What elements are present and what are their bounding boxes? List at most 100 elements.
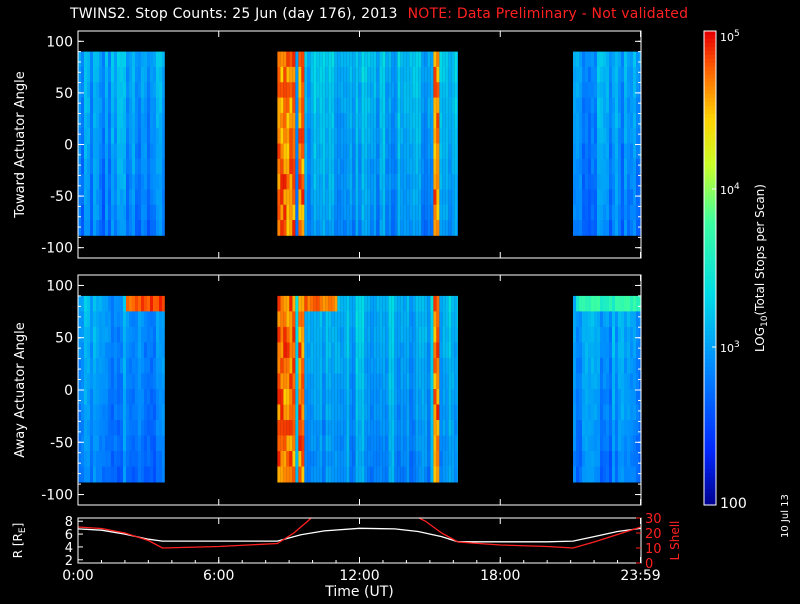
toward-cell	[400, 82, 404, 98]
toward-cell	[105, 66, 108, 83]
toward-cell	[129, 220, 132, 236]
toward-cell	[328, 204, 332, 221]
toward-cell	[87, 189, 90, 206]
toward-cell	[153, 189, 156, 206]
toward-cell	[630, 174, 633, 190]
toward-cell	[457, 220, 458, 236]
away-cell	[96, 342, 99, 359]
toward-cell	[612, 143, 615, 160]
away-cell	[147, 435, 150, 452]
away-cell	[99, 295, 102, 312]
toward-cell	[358, 97, 362, 114]
away-cell	[105, 373, 108, 390]
colorbar-step	[704, 402, 716, 407]
toward-cell	[370, 220, 374, 236]
toward-cell	[277, 158, 281, 175]
away-cell	[451, 311, 455, 328]
away-cell	[609, 404, 612, 421]
toward-cell	[117, 189, 120, 206]
toward-cell	[114, 128, 117, 144]
away-cell	[409, 466, 413, 483]
away-cell	[156, 451, 159, 467]
colorbar-step	[704, 177, 716, 182]
toward-cell	[81, 128, 84, 144]
toward-cell	[331, 220, 335, 236]
away-cell	[337, 311, 341, 328]
away-cell	[436, 435, 440, 452]
toward-cell	[412, 204, 416, 221]
away-cell	[277, 342, 281, 359]
toward-cell	[313, 204, 317, 221]
away-cell	[630, 295, 633, 312]
toward-cell	[394, 112, 398, 129]
toward-cell	[93, 112, 96, 129]
toward-cell	[292, 97, 296, 114]
toward-cell	[361, 66, 365, 83]
toward-cell	[78, 174, 81, 190]
away-cell	[135, 435, 138, 452]
toward-cell	[639, 189, 641, 206]
away-cell	[612, 451, 615, 467]
away-cell	[150, 357, 153, 374]
away-cell	[325, 466, 329, 483]
colorbar-step	[704, 62, 716, 68]
away-cell	[397, 295, 401, 312]
away-cell	[93, 435, 96, 452]
away-cell	[99, 420, 102, 436]
toward-cell	[612, 158, 615, 175]
toward-cell	[129, 82, 132, 98]
colorbar-step	[704, 50, 716, 56]
toward-cell	[340, 82, 344, 98]
away-cell	[606, 357, 609, 374]
toward-cell	[606, 112, 609, 129]
away-cell	[364, 466, 368, 483]
toward-cell	[576, 158, 579, 175]
away-cell	[78, 311, 81, 328]
away-cell	[325, 373, 329, 390]
away-cell	[96, 435, 99, 452]
away-cell	[609, 451, 612, 467]
away-cell	[289, 420, 293, 436]
away-cell	[579, 451, 582, 467]
toward-cell	[373, 189, 377, 206]
colorbar-step	[704, 445, 716, 451]
away-cell	[624, 420, 627, 436]
toward-cell	[111, 220, 114, 236]
toward-cell	[84, 189, 87, 206]
away-cell	[448, 466, 452, 483]
away-cell	[391, 342, 395, 359]
toward-cell	[90, 128, 93, 144]
toward-cell	[448, 97, 452, 114]
toward-cell	[376, 66, 380, 83]
away-cell	[409, 295, 413, 312]
away-cell	[150, 311, 153, 328]
away-cell	[409, 404, 413, 421]
away-cell	[373, 295, 377, 312]
away-cell	[457, 404, 458, 421]
away-cell	[633, 311, 636, 328]
colorbar-step	[704, 70, 716, 76]
toward-cell	[624, 204, 627, 221]
toward-cell	[382, 128, 386, 144]
toward-cell	[591, 82, 594, 98]
away-cell	[415, 404, 419, 421]
toward-cell	[114, 220, 117, 236]
toward-cell	[451, 51, 455, 68]
away-cell	[313, 420, 317, 436]
toward-cell	[379, 97, 383, 114]
toward-cell	[313, 174, 317, 190]
away-cell	[445, 373, 449, 390]
away-cell	[144, 435, 147, 452]
toward-cell	[138, 158, 141, 175]
toward-cell	[304, 112, 308, 129]
toward-cell	[156, 112, 159, 129]
away-cell	[334, 404, 338, 421]
toward-cell	[355, 128, 359, 144]
toward-cell	[597, 112, 600, 129]
toward-cell	[150, 174, 153, 190]
toward-cell	[289, 51, 293, 68]
away-cell	[292, 466, 296, 483]
away-cell	[588, 373, 591, 390]
toward-cell	[412, 189, 416, 206]
toward-cell	[114, 51, 117, 68]
